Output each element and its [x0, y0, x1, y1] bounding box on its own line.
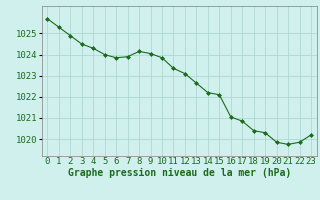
- X-axis label: Graphe pression niveau de la mer (hPa): Graphe pression niveau de la mer (hPa): [68, 168, 291, 178]
